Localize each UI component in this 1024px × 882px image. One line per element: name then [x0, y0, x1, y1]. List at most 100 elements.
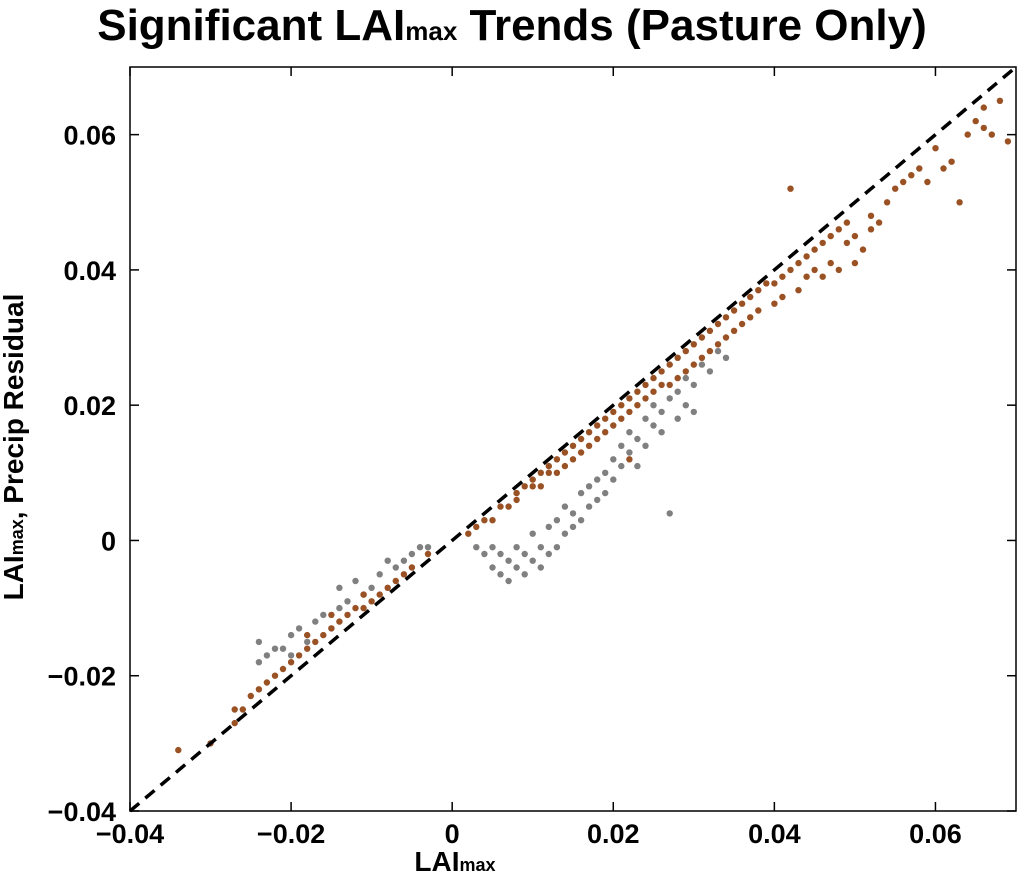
- data-point-series-2: [585, 429, 593, 436]
- data-point-series-2: [690, 361, 697, 368]
- data-point-series-2: [859, 246, 867, 253]
- data-point-series-2: [320, 631, 327, 639]
- data-point-series-1: [722, 354, 730, 361]
- data-point-series-2: [569, 442, 577, 449]
- data-point-series-2: [819, 239, 826, 247]
- data-point-series-2: [851, 232, 859, 240]
- data-point-series-1: [497, 550, 504, 558]
- data-point-series-1: [674, 415, 681, 422]
- data-point-series-2: [851, 259, 859, 267]
- data-point-series-1: [263, 652, 271, 659]
- data-point-series-2: [618, 415, 625, 422]
- data-point-series-2: [352, 604, 359, 612]
- data-point-series-2: [263, 679, 271, 686]
- data-point-series-1: [618, 462, 625, 470]
- data-point-series-2: [779, 273, 786, 280]
- data-point-series-2: [537, 469, 544, 476]
- data-point-series-2: [610, 408, 617, 416]
- y-tick-label: −0.04: [48, 797, 116, 827]
- data-point-series-2: [996, 97, 1004, 105]
- data-point-series-2: [610, 422, 617, 429]
- data-point-series-2: [755, 287, 762, 294]
- x-tick-label: −0.04: [96, 819, 164, 849]
- data-point-series-2: [787, 266, 794, 274]
- data-point-series-2: [561, 462, 569, 470]
- data-point-series-2: [698, 354, 706, 361]
- data-point-series-1: [505, 577, 512, 585]
- data-point-series-2: [304, 631, 311, 639]
- data-point-series-2: [328, 625, 335, 632]
- data-point-series-2: [666, 361, 673, 368]
- x-axis-label: LAImax: [414, 846, 496, 877]
- data-point-series-1: [255, 659, 263, 666]
- data-point-series-2: [231, 719, 238, 727]
- data-point-series-2: [231, 706, 238, 713]
- data-point-series-1: [602, 489, 609, 497]
- data-point-series-1: [287, 652, 295, 659]
- data-point-series-2: [811, 246, 818, 253]
- data-point-series-2: [577, 435, 585, 443]
- data-point-series-2: [698, 334, 706, 341]
- data-point-series-2: [1004, 138, 1012, 145]
- data-point-series-1: [585, 503, 593, 510]
- data-point-series-2: [553, 469, 561, 476]
- data-point-series-1: [642, 415, 649, 422]
- data-point-series-1: [626, 429, 633, 436]
- data-point-series-2: [175, 746, 182, 754]
- data-point-series-2: [634, 388, 641, 395]
- data-point-series-2: [900, 178, 907, 186]
- data-point-series-2: [279, 665, 287, 673]
- data-point-series-2: [473, 523, 480, 531]
- data-point-series-1: [336, 604, 343, 612]
- data-point-series-2: [771, 300, 778, 307]
- data-point-series-2: [972, 117, 979, 125]
- data-point-series-2: [730, 307, 738, 314]
- data-point-series-1: [650, 402, 657, 409]
- data-point-series-2: [763, 280, 770, 287]
- data-point-series-2: [755, 307, 762, 314]
- data-point-series-2: [988, 131, 995, 138]
- data-point-series-1: [521, 550, 528, 558]
- data-point-series-2: [690, 341, 697, 348]
- data-point-series-1: [368, 584, 375, 591]
- data-point-series-1: [658, 429, 665, 436]
- y-tick-label: 0.06: [63, 121, 116, 151]
- data-point-series-2: [626, 408, 633, 416]
- data-point-series-1: [392, 564, 399, 571]
- data-point-series-1: [602, 469, 609, 476]
- data-point-series-2: [940, 165, 947, 172]
- data-point-series-2: [674, 354, 681, 361]
- data-point-series-2: [424, 550, 432, 558]
- data-point-series-1: [408, 550, 416, 558]
- data-point-series-1: [295, 625, 303, 632]
- data-point-series-2: [666, 381, 673, 389]
- data-point-series-2: [634, 402, 641, 409]
- data-point-series-1: [561, 503, 569, 510]
- data-point-series-1: [594, 476, 601, 483]
- data-point-series-2: [626, 456, 633, 463]
- data-point-series-2: [295, 652, 303, 659]
- data-point-series-2: [642, 395, 649, 402]
- data-point-series-2: [819, 273, 826, 280]
- data-point-series-1: [416, 544, 424, 551]
- data-point-series-2: [585, 442, 593, 449]
- data-point-series-1: [400, 557, 408, 564]
- data-point-series-2: [360, 591, 367, 598]
- data-point-series-2: [843, 239, 851, 247]
- data-point-series-2: [577, 449, 585, 456]
- data-point-series-2: [771, 280, 778, 287]
- data-point-series-1: [344, 598, 351, 605]
- x-tick-label: 0: [445, 819, 460, 849]
- data-point-series-1: [384, 557, 391, 564]
- data-point-series-2: [497, 503, 504, 510]
- data-point-series-1: [682, 374, 689, 382]
- data-point-series-1: [658, 408, 665, 416]
- data-point-series-1: [497, 571, 504, 578]
- data-point-series-1: [312, 618, 319, 625]
- data-point-series-2: [722, 314, 730, 321]
- data-point-series-1: [698, 361, 706, 368]
- data-point-series-2: [344, 611, 351, 619]
- data-point-series-2: [916, 165, 923, 172]
- data-point-series-1: [569, 523, 577, 531]
- data-point-series-1: [626, 449, 633, 456]
